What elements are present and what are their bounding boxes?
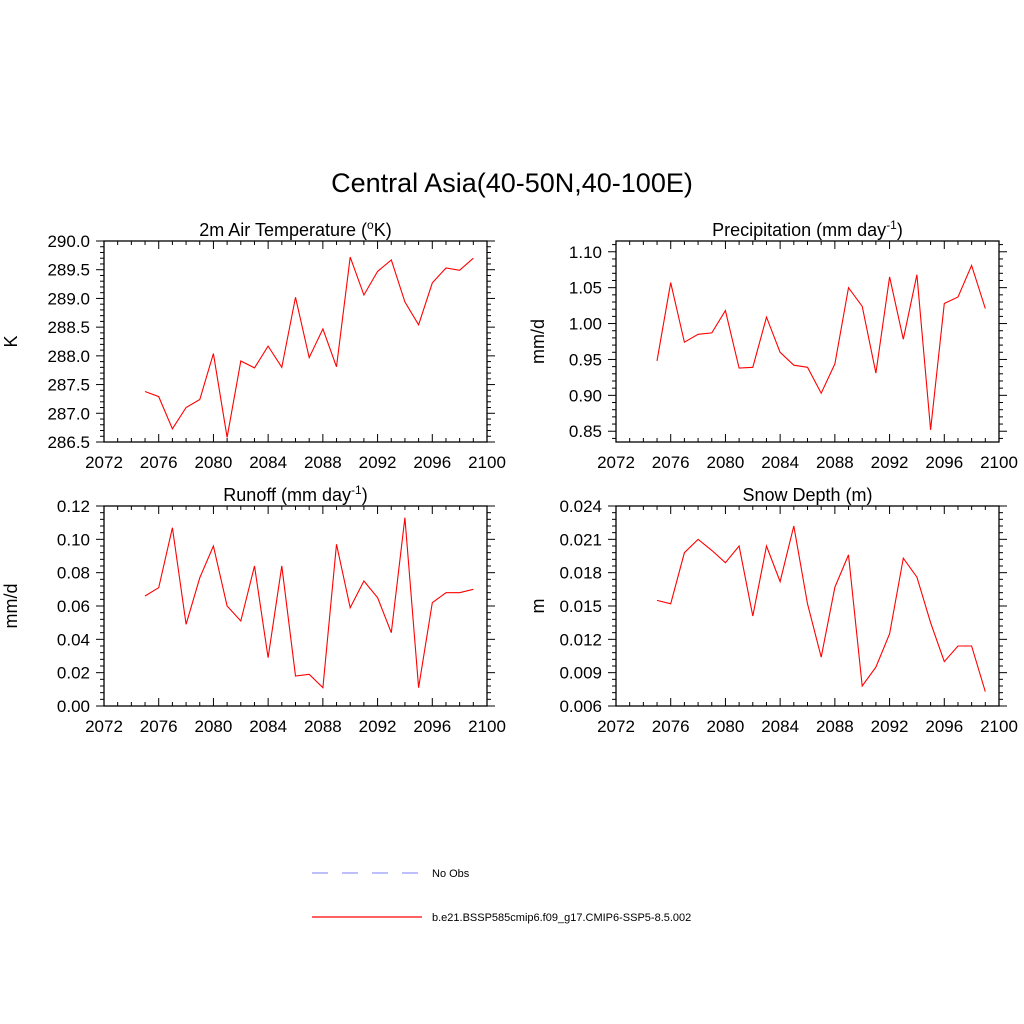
y-axis-label: m bbox=[528, 599, 548, 614]
x-tick-label: 2092 bbox=[359, 453, 397, 472]
y-tick-label: 0.02 bbox=[57, 664, 90, 683]
y-tick-label: 1.10 bbox=[569, 243, 602, 262]
y-tick-label: 0.04 bbox=[57, 630, 90, 649]
y-tick-label: 287.0 bbox=[47, 404, 90, 423]
x-tick-label: 2076 bbox=[140, 453, 178, 472]
chart-precipitation: 2072 2076 2080 2084 2088 2092 2096 2100 0.85 0.90… bbox=[528, 218, 1018, 472]
y-tick-label: 1.05 bbox=[569, 279, 602, 298]
y-tick-label: 0.024 bbox=[559, 497, 602, 516]
x-tick-label: 2080 bbox=[707, 717, 745, 736]
y-axis-label: K bbox=[1, 335, 21, 347]
x-tick-label: 2072 bbox=[597, 453, 635, 472]
x-tick-label: 2088 bbox=[304, 717, 342, 736]
x-tick-label: 2092 bbox=[359, 717, 397, 736]
y-tick-label: 0.95 bbox=[569, 350, 602, 369]
chart-snow-depth: 2072 2076 2080 2084 2088 2092 2096 2100 0.006 0.0… bbox=[528, 485, 1018, 736]
chart-temperature: 2072 2076 2080 2084 2088 2092 2096 2100 286.5 287… bbox=[1, 218, 506, 472]
x-tick-label: 2092 bbox=[871, 453, 909, 472]
x-tick-label: 2072 bbox=[597, 717, 635, 736]
y-tick-label: 286.5 bbox=[47, 433, 90, 452]
x-tick-label: 2080 bbox=[195, 717, 233, 736]
x-tick-label: 2088 bbox=[816, 453, 854, 472]
x-tick-label: 2072 bbox=[85, 453, 123, 472]
x-tick-label: 2088 bbox=[304, 453, 342, 472]
y-tick-label: 0.015 bbox=[559, 597, 602, 616]
y-tick-label: 0.10 bbox=[57, 530, 90, 549]
x-tick-label: 2076 bbox=[140, 717, 178, 736]
x-tick-label: 2080 bbox=[707, 453, 745, 472]
x-tick-label: 2100 bbox=[980, 453, 1018, 472]
x-tick-label: 2088 bbox=[816, 717, 854, 736]
series-line bbox=[144, 256, 474, 438]
x-tick-label: 2096 bbox=[413, 717, 451, 736]
x-tick-label: 2084 bbox=[249, 717, 287, 736]
legend-label: b.e21.BSSP585cmip6.f09_g17.CMIP6-SSP5-8.… bbox=[432, 912, 691, 924]
x-tick-label: 2084 bbox=[761, 453, 799, 472]
chart-runoff: 2072 2076 2080 2084 2088 2092 2096 2100 0.00 0.02… bbox=[1, 483, 506, 736]
y-tick-label: 0.06 bbox=[57, 597, 90, 616]
panel-title: Runoff (mm day-1) bbox=[223, 483, 367, 505]
y-axis-label: mm/d bbox=[528, 319, 548, 364]
y-tick-label: 0.012 bbox=[559, 630, 602, 649]
x-tick-label: 2072 bbox=[85, 717, 123, 736]
x-tick-label: 2080 bbox=[195, 453, 233, 472]
plot-frame bbox=[103, 240, 488, 443]
y-tick-label: 0.018 bbox=[559, 564, 602, 583]
x-tick-label: 2092 bbox=[871, 717, 909, 736]
y-tick-label: 288.5 bbox=[47, 318, 90, 337]
x-tick-label: 2100 bbox=[980, 717, 1018, 736]
y-axis-label: mm/d bbox=[1, 584, 21, 629]
x-tick-label: 2100 bbox=[468, 453, 506, 472]
panel-title: Snow Depth (m) bbox=[742, 485, 872, 505]
x-tick-label: 2084 bbox=[249, 453, 287, 472]
y-tick-label: 287.5 bbox=[47, 376, 90, 395]
y-tick-label: 0.12 bbox=[57, 497, 90, 516]
y-tick-label: 288.0 bbox=[47, 347, 90, 366]
y-tick-label: 0.08 bbox=[57, 564, 90, 583]
x-tick-label: 2076 bbox=[652, 453, 690, 472]
y-tick-label: 289.0 bbox=[47, 289, 90, 308]
y-tick-label: 0.009 bbox=[559, 664, 602, 683]
panel-title: 2m Air Temperature (oK) bbox=[199, 218, 391, 240]
plot-frame bbox=[615, 240, 1000, 443]
y-tick-label: 0.90 bbox=[569, 386, 602, 405]
series-line bbox=[656, 263, 986, 430]
panel-title: Precipitation (mm day-1) bbox=[712, 218, 903, 240]
y-tick-label: 0.021 bbox=[559, 530, 602, 549]
y-tick-label: 1.00 bbox=[569, 315, 602, 334]
legend-label: No Obs bbox=[432, 868, 470, 880]
x-tick-label: 2096 bbox=[925, 717, 963, 736]
main-title: Central Asia(40-50N,40-100E) bbox=[331, 168, 693, 198]
y-tick-label: 290.0 bbox=[47, 232, 90, 251]
x-tick-label: 2096 bbox=[413, 453, 451, 472]
series-line bbox=[656, 525, 986, 692]
y-tick-label: 0.85 bbox=[569, 422, 602, 441]
x-tick-label: 2076 bbox=[652, 717, 690, 736]
y-tick-label: 289.5 bbox=[47, 261, 90, 280]
legend: No Obs b.e21.BSSP585cmip6.f09_g17.CMIP6-S… bbox=[312, 868, 691, 924]
x-tick-label: 2096 bbox=[925, 453, 963, 472]
x-tick-label: 2084 bbox=[761, 717, 799, 736]
y-tick-label: 0.006 bbox=[559, 697, 602, 716]
x-tick-label: 2100 bbox=[468, 717, 506, 736]
series-line bbox=[144, 517, 474, 689]
y-tick-label: 0.00 bbox=[57, 697, 90, 716]
